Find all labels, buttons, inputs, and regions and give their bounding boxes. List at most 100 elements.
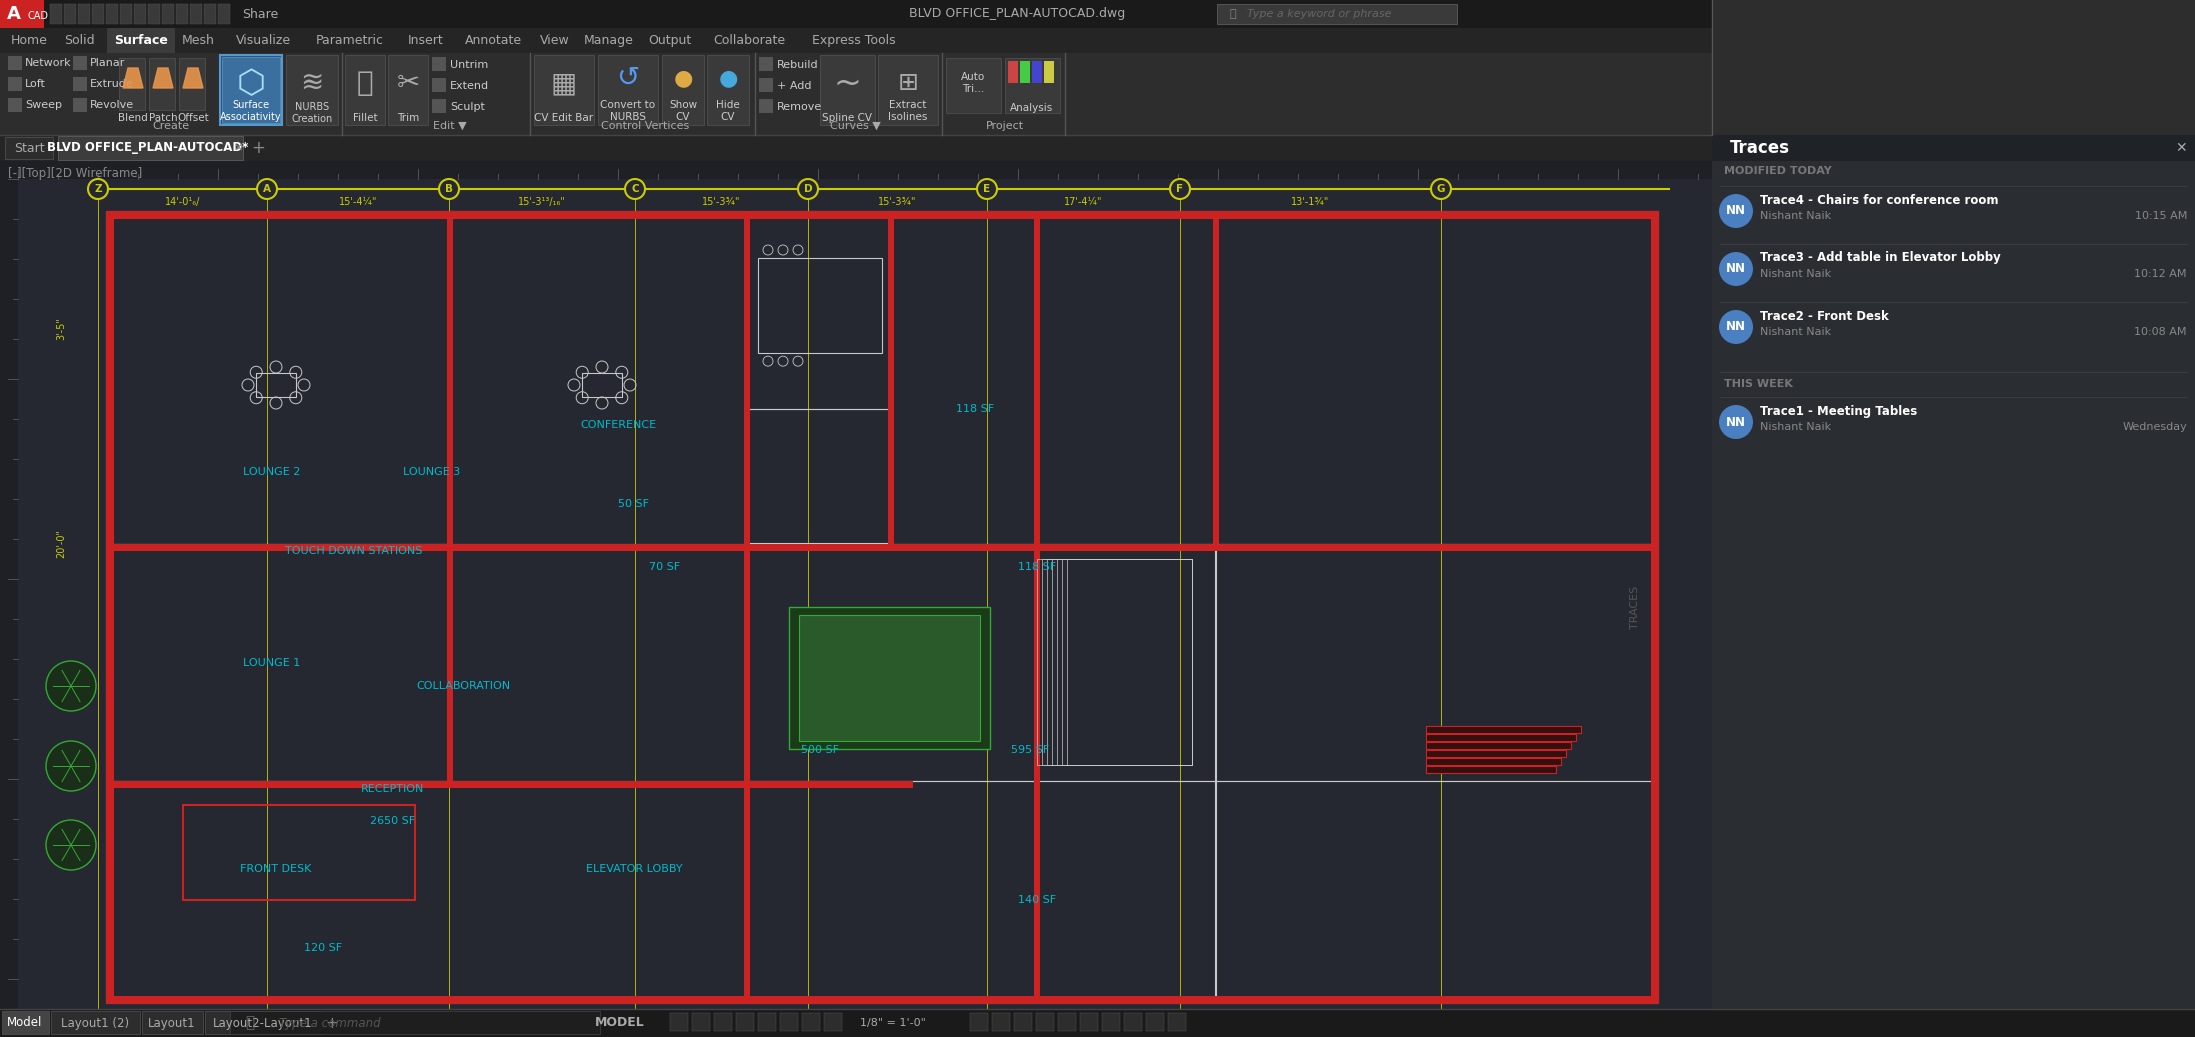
Text: Surface
Associativity: Surface Associativity: [220, 100, 281, 122]
Text: TRACES: TRACES: [1631, 585, 1640, 628]
Bar: [448, 211, 452, 551]
Text: MODEL: MODEL: [595, 1016, 645, 1030]
Text: 118 SF: 118 SF: [957, 404, 994, 414]
Bar: [79, 4, 90, 24]
Text: 70 SF: 70 SF: [650, 562, 680, 572]
Text: nishant.naikV...: nishant.naikV...: [1846, 9, 1932, 19]
Bar: [1214, 211, 1218, 551]
Text: Sweep: Sweep: [24, 100, 61, 110]
Text: 2650 SF: 2650 SF: [371, 816, 415, 826]
Bar: [345, 55, 384, 125]
Text: Show
CV: Show CV: [669, 100, 698, 122]
Text: F: F: [1177, 184, 1183, 194]
Circle shape: [1719, 194, 1754, 228]
Bar: [1427, 742, 1572, 749]
Text: [-][Top][2D Wireframe]: [-][Top][2D Wireframe]: [9, 168, 143, 180]
Text: Project: Project: [986, 121, 1025, 131]
Text: NN: NN: [1725, 262, 1745, 276]
Text: LOUNGE 1: LOUNGE 1: [244, 658, 301, 668]
Text: Network: Network: [24, 58, 72, 68]
Bar: [50, 1011, 140, 1034]
Text: Layout2-Layout1: Layout2-Layout1: [213, 1016, 314, 1030]
Bar: [744, 544, 751, 1003]
Bar: [1058, 559, 1192, 765]
Text: NURBS
Creation: NURBS Creation: [292, 102, 334, 124]
Text: NN: NN: [1725, 204, 1745, 218]
Text: 118 SF: 118 SF: [1018, 562, 1056, 572]
Circle shape: [46, 820, 97, 870]
Text: 10:15 AM: 10:15 AM: [2134, 211, 2186, 221]
Text: 15'-3¾": 15'-3¾": [878, 197, 918, 207]
Text: Mesh: Mesh: [182, 34, 215, 47]
Text: Extend: Extend: [450, 81, 489, 91]
Text: Control Vertices: Control Vertices: [601, 121, 689, 131]
Bar: [134, 4, 147, 24]
Bar: [257, 373, 296, 397]
Text: + Add: + Add: [777, 81, 812, 91]
Bar: [1034, 544, 1040, 1003]
Text: View: View: [540, 34, 571, 47]
Polygon shape: [123, 68, 143, 88]
Text: 13'-1¾": 13'-1¾": [1291, 197, 1330, 207]
Text: 15'-3¾": 15'-3¾": [702, 197, 740, 207]
Text: Loft: Loft: [24, 79, 46, 89]
Text: Convert to
NURBS: Convert to NURBS: [601, 100, 656, 122]
Text: Revolve: Revolve: [90, 100, 134, 110]
Bar: [191, 4, 202, 24]
Text: Share: Share: [241, 7, 279, 21]
Bar: [1067, 559, 1192, 765]
Text: 15'-3¹³/₁₆": 15'-3¹³/₁₆": [518, 197, 566, 207]
Bar: [759, 78, 773, 92]
Bar: [222, 57, 281, 123]
Text: 140 SF: 140 SF: [1018, 895, 1056, 905]
Circle shape: [1431, 179, 1451, 199]
Bar: [1005, 58, 1060, 113]
Text: Patch: Patch: [149, 113, 178, 123]
Bar: [180, 58, 204, 110]
Circle shape: [439, 179, 459, 199]
Bar: [105, 211, 1659, 219]
Text: Type a command: Type a command: [279, 1016, 380, 1030]
Bar: [105, 544, 450, 781]
Bar: [0, 135, 1712, 161]
Text: LOUNGE 2: LOUNGE 2: [244, 467, 301, 477]
Bar: [1051, 559, 1192, 765]
Text: A: A: [263, 184, 270, 194]
Bar: [1032, 61, 1043, 83]
Bar: [788, 607, 990, 749]
Text: ↺: ↺: [617, 64, 639, 92]
Circle shape: [257, 179, 277, 199]
Bar: [1036, 781, 1216, 1003]
Bar: [1168, 1013, 1185, 1031]
Bar: [823, 1013, 843, 1031]
Text: LOUNGE 3: LOUNGE 3: [404, 467, 461, 477]
Circle shape: [626, 179, 645, 199]
Text: E: E: [983, 184, 990, 194]
Bar: [1062, 559, 1192, 765]
Text: Z: Z: [94, 184, 101, 194]
Bar: [735, 1013, 755, 1031]
Text: Layout1 (2): Layout1 (2): [61, 1016, 130, 1030]
Bar: [713, 1013, 731, 1031]
Text: ✕: ✕: [2175, 141, 2186, 155]
Bar: [285, 55, 338, 125]
Bar: [204, 1011, 323, 1034]
Bar: [105, 211, 114, 1004]
Bar: [0, 28, 1712, 53]
Text: 20'-0": 20'-0": [57, 530, 66, 559]
Bar: [1036, 544, 1216, 781]
Bar: [0, 53, 1712, 135]
Text: Surface: Surface: [114, 34, 169, 47]
Bar: [72, 99, 88, 112]
Text: Untrim: Untrim: [450, 60, 487, 71]
Bar: [746, 544, 1036, 781]
Bar: [432, 99, 446, 113]
Bar: [757, 1013, 777, 1031]
Bar: [1427, 766, 1556, 773]
Text: Express Tools: Express Tools: [812, 34, 896, 47]
Bar: [4, 137, 53, 159]
Circle shape: [1719, 252, 1754, 286]
Bar: [9, 99, 22, 112]
Text: Collaborate: Collaborate: [713, 34, 786, 47]
Polygon shape: [182, 68, 202, 88]
